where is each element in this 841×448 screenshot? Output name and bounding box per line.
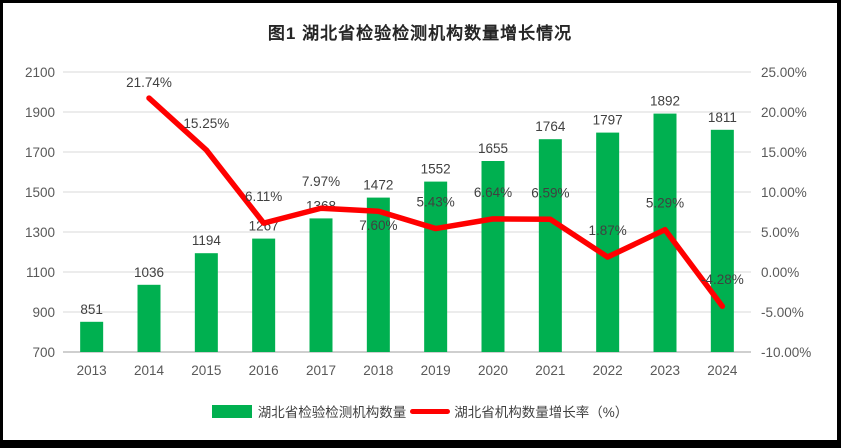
bar-value-label: 1655	[478, 141, 508, 156]
chart-title: 图1 湖北省检验检测机构数量增长情况	[267, 24, 573, 43]
chart-plot-area: 2100 25.00% 1900 20.00% 1700 15.00% 1500 10.00%…	[25, 65, 811, 378]
legend-line-label: 湖北省机构数量增长率（%）	[454, 405, 629, 420]
line-value-label: 7.60%	[359, 218, 397, 233]
legend: 湖北省检验检测机构数量 湖北省机构数量增长率（%）	[3, 401, 837, 421]
line-value-label: 6.64%	[474, 185, 512, 200]
left-axis-tick-label: 1300	[25, 225, 55, 240]
x-axis-tick-label: 2013	[77, 363, 107, 378]
left-axis-tick-label: 1100	[26, 265, 55, 280]
x-axis-tick-label: 2019	[421, 363, 451, 378]
left-axis-tick-label: 900	[32, 305, 55, 320]
bar-2017	[309, 218, 333, 352]
left-axis-tick-label: 1500	[25, 185, 55, 200]
line-value-label: 1.87%	[589, 223, 627, 238]
line-value-label: -4.28%	[701, 272, 744, 287]
right-axis-tick-label: 25.00%	[761, 65, 807, 80]
bar-value-label: 1892	[650, 94, 680, 109]
x-axis-tick-label: 2016	[249, 363, 279, 378]
right-axis-tick-label: 5.00%	[761, 225, 799, 240]
bar-2020	[481, 161, 505, 352]
left-axis-tick-label: 1700	[25, 145, 55, 160]
bar-value-label: 1811	[708, 110, 737, 125]
legend-bar-swatch-icon	[211, 404, 252, 418]
line-value-label: 15.25%	[183, 116, 229, 131]
left-axis-tick-label: 1900	[25, 105, 55, 120]
bar-2024	[710, 129, 734, 352]
line-value-label: 5.29%	[646, 196, 684, 211]
right-axis-tick-label: 20.00%	[761, 105, 807, 120]
bar-2022	[596, 132, 620, 352]
right-axis-tick-label: -5.00%	[761, 305, 804, 320]
bar-2014	[137, 284, 161, 352]
left-axis-tick-label: 2100	[25, 65, 55, 80]
legend-bar-label: 湖北省检验检测机构数量	[257, 405, 407, 420]
line-value-label: 21.74%	[126, 75, 172, 90]
bar-value-label: 1552	[421, 162, 451, 177]
x-axis-tick-label: 2020	[478, 363, 508, 378]
bar-2013	[80, 321, 104, 352]
left-axis-tick-label: 700	[32, 345, 55, 360]
x-axis-tick-label: 2021	[535, 363, 565, 378]
x-axis-tick-label: 2015	[191, 363, 221, 378]
line-value-label: 6.59%	[531, 185, 569, 200]
line-value-label: 6.11%	[245, 189, 282, 204]
x-axis-tick-label: 2024	[707, 363, 738, 378]
line-value-label: 7.97%	[302, 174, 340, 189]
x-axis-tick-label: 2014	[134, 363, 165, 378]
bar-value-label: 1472	[363, 178, 393, 193]
bar-2015	[194, 253, 218, 352]
bar-value-label: 1797	[593, 113, 623, 128]
line-value-label: 5.43%	[417, 195, 455, 210]
legend-line-swatch-icon	[410, 408, 451, 414]
right-axis-tick-label: 0.00%	[761, 265, 799, 280]
bar-value-label: 851	[80, 302, 103, 317]
bar-value-label: 1194	[192, 233, 222, 248]
bar-2021	[538, 139, 562, 352]
x-axis-tick-label: 2018	[363, 363, 393, 378]
x-axis-tick-label: 2023	[650, 363, 680, 378]
right-axis-tick-label: 15.00%	[761, 145, 807, 160]
x-axis-tick-label: 2022	[593, 363, 623, 378]
bar-2018	[366, 197, 390, 352]
right-axis-tick-label: -10.00%	[761, 345, 811, 360]
bar-value-label: 1764	[535, 119, 566, 134]
growth-rate-line	[146, 95, 726, 309]
right-axis-tick-label: 10.00%	[761, 185, 807, 200]
x-axis-tick-label: 2017	[306, 363, 336, 378]
bar-value-label: 1036	[134, 265, 164, 280]
bar-2016	[252, 238, 276, 352]
